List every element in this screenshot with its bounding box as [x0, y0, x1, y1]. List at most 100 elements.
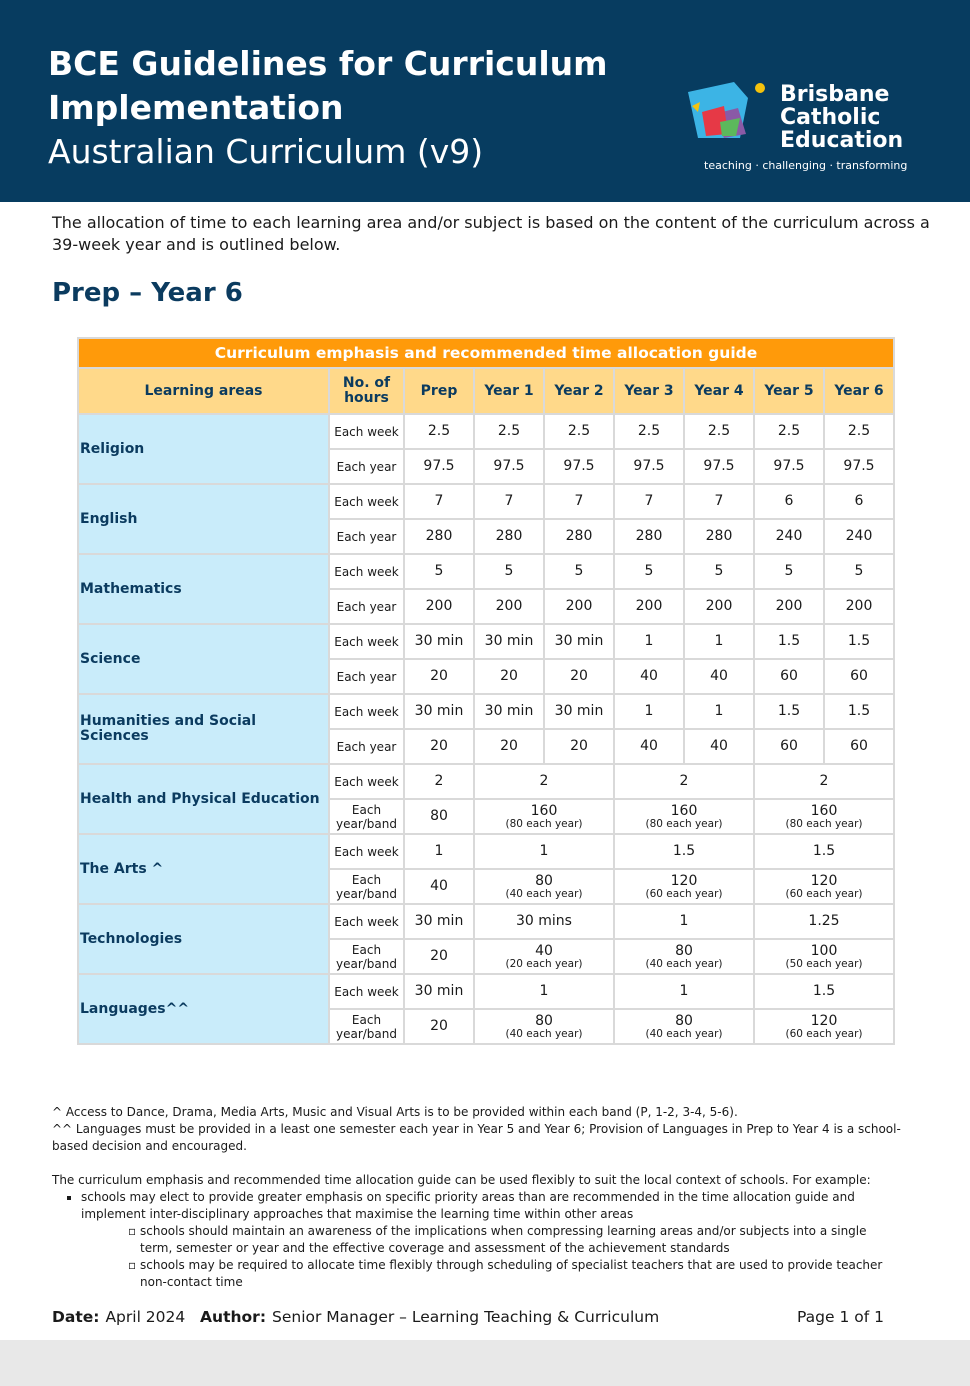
cell: 120 (60 each year)	[613, 868, 755, 905]
unit: Each week	[328, 483, 405, 520]
cell: 97.5	[753, 448, 825, 485]
cell: 120 (60 each year)	[753, 868, 895, 905]
sub-list: schools should maintain an awareness of …	[81, 1223, 902, 1291]
column-header: Year 1	[473, 367, 545, 415]
sub-bullet: schools should maintain an awareness of …	[140, 1223, 902, 1257]
cell: 6	[753, 483, 825, 520]
table-title: Curriculum emphasis and recommended time…	[77, 337, 895, 369]
cell-note: (60 each year)	[785, 887, 863, 900]
cell: 2	[753, 763, 895, 800]
cell: 7	[613, 483, 685, 520]
cell: 40	[683, 728, 755, 765]
cell: 5	[613, 553, 685, 590]
cell: 1	[613, 693, 685, 730]
cell-value: 80	[535, 1012, 553, 1029]
learning-area: English	[77, 483, 330, 555]
footer: Date: April 2024 Author: Senior Manager – …	[52, 1308, 884, 1326]
cell: 280	[613, 518, 685, 555]
cell: 30 min	[543, 623, 615, 660]
unit: Each year	[328, 448, 405, 485]
cell-value: 100	[810, 942, 838, 959]
date: April 2024	[105, 1308, 186, 1326]
unit: Each year	[328, 658, 405, 695]
footnote: ^ Access to Dance, Drama, Media Arts, Mu…	[52, 1105, 738, 1119]
unit: Each week	[328, 413, 405, 450]
row: Each year 20 20 20 40 40 60 60	[78, 728, 895, 765]
cell-value: 160	[670, 802, 698, 819]
cell: 6	[823, 483, 895, 520]
cell: 30 mins	[473, 903, 615, 940]
row: Humanities and Social Sciences Each week 3…	[77, 693, 895, 765]
unit: Each week	[328, 903, 405, 940]
cell: 80 (40 each year)	[613, 1008, 755, 1045]
cell: 7	[403, 483, 475, 520]
row: Each year 280 280 280 280 280 240 240	[78, 518, 895, 555]
unit: Each year	[328, 518, 405, 555]
unit: Each year/band	[328, 1008, 405, 1045]
cell-value: 120	[670, 872, 698, 889]
cell: 1	[613, 903, 755, 940]
cell: 1	[403, 833, 475, 870]
cell: 2.5	[753, 413, 825, 450]
cell: 30 min	[403, 623, 475, 660]
unit: Each year/band	[328, 798, 405, 835]
cell-value: 120	[810, 872, 838, 889]
cell: 200	[753, 588, 825, 625]
unit: Each week	[328, 693, 405, 730]
learning-area: Humanities and Social Sciences	[77, 693, 330, 765]
intro: The allocation of time to each learning …	[52, 213, 930, 254]
cell: 60	[753, 658, 825, 695]
row: Religion Each week 2.5 2.5 2.5 2.5 2.5 2.5 2.5	[77, 413, 895, 485]
cell: 97.5	[613, 448, 685, 485]
cell: 20	[403, 658, 475, 695]
row: English Each week 7 7 7 7 7 6 6	[77, 483, 895, 555]
cell: 2.5	[403, 413, 475, 450]
cell: 7	[683, 483, 755, 520]
cell: 200	[683, 588, 755, 625]
row: Technologies Each week 30 min 30 mins 1 1.25	[77, 903, 895, 975]
column-header: Year 2	[543, 367, 615, 415]
column-header: Year 5	[753, 367, 825, 415]
cell: 30 min	[473, 693, 545, 730]
cell: 40	[683, 658, 755, 695]
cell: 280	[683, 518, 755, 555]
cell: 1.5	[753, 833, 895, 870]
cell: 2	[613, 763, 755, 800]
unit: Each year/band	[328, 938, 405, 975]
cell: 30 min	[543, 693, 615, 730]
column-header: Prep	[403, 367, 475, 415]
cell: 5	[543, 553, 615, 590]
cell: 20	[473, 728, 545, 765]
cell: 60	[753, 728, 825, 765]
cell: 160 (80 each year)	[753, 798, 895, 835]
cell-note: (80 each year)	[645, 817, 723, 830]
author: Senior Manager – Learning Teaching & Cur…	[272, 1308, 660, 1326]
cell-note: (40 each year)	[645, 1027, 723, 1040]
cell: 2	[473, 763, 615, 800]
cell-value: 160	[530, 802, 558, 819]
learning-area: Science	[77, 623, 330, 695]
row: Languages^^ Each week 30 min 1 1 1.5	[77, 973, 895, 1045]
page-number: Page 1 of 1	[797, 1308, 884, 1326]
cell: 5	[683, 553, 755, 590]
unit: Each week	[328, 973, 405, 1010]
row: Each year/band 40 80 (40 each year) 120 (60 e…	[78, 868, 895, 905]
cell: 30 min	[403, 693, 475, 730]
cell: 1.5	[753, 693, 825, 730]
section-title: Prep – Year 6	[52, 278, 243, 308]
cell: 20	[543, 728, 615, 765]
footnote: ^^ Languages must be provided in a least…	[52, 1122, 901, 1153]
row: Mathematics Each week 5 5 5 5 5 5 5	[77, 553, 895, 625]
unit: Each year	[328, 728, 405, 765]
cell: 160 (80 each year)	[613, 798, 755, 835]
cell: 1	[473, 973, 615, 1010]
allocation-table: Curriculum emphasis and recommended time…	[77, 337, 895, 1045]
cell: 2.5	[613, 413, 685, 450]
cell: 80 (40 each year)	[473, 868, 615, 905]
cell: 1.25	[753, 903, 895, 940]
row: Each year 97.5 97.5 97.5 97.5 97.5 97.5 97.5	[78, 448, 895, 485]
row: Each year 20 20 20 40 40 60 60	[78, 658, 895, 695]
cell: 60	[823, 728, 895, 765]
logo-text: Brisbane	[780, 82, 890, 107]
